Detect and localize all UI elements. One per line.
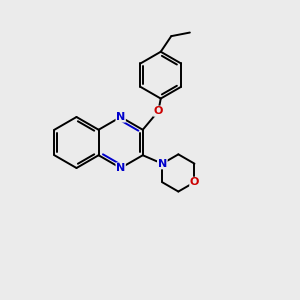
Text: N: N [158,159,167,169]
Text: N: N [158,159,167,169]
Text: N: N [116,163,125,173]
Text: O: O [190,177,199,187]
Text: N: N [116,112,125,122]
Text: O: O [154,106,163,116]
